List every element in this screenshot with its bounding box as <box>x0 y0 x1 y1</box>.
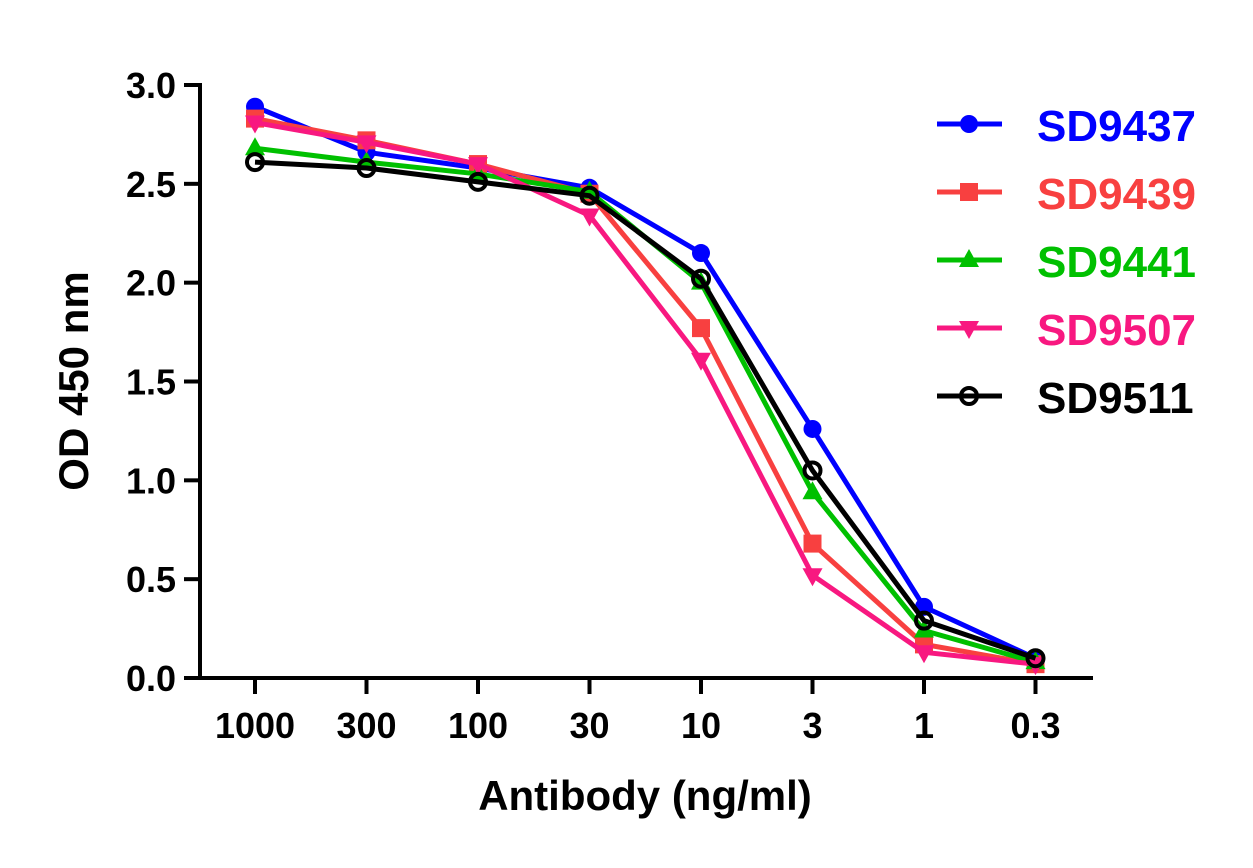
x-axis-label: Antibody (ng/ml) <box>478 772 812 819</box>
data-point <box>691 352 711 371</box>
legend-item: SD9441 <box>937 238 1196 287</box>
series-line <box>254 120 1036 667</box>
y-tick-label: 3.0 <box>126 65 176 106</box>
data-point <box>803 534 822 553</box>
x-tick-label: 3 <box>802 705 822 746</box>
x-tick-label: 1000 <box>215 705 295 746</box>
x-tick-label: 300 <box>336 705 396 746</box>
series-line <box>254 145 1037 665</box>
data-point <box>802 481 823 500</box>
legend-label: SD9437 <box>1037 102 1196 151</box>
series-line <box>254 159 1037 661</box>
y-tick-label: 2.5 <box>126 164 176 205</box>
y-tick-label: 0.0 <box>126 658 176 699</box>
data-point <box>356 158 377 179</box>
data-point <box>245 115 265 134</box>
series-line <box>254 116 1036 667</box>
data-point <box>579 185 600 206</box>
data-point <box>692 244 710 263</box>
legend-item: SD9437 <box>937 102 1196 151</box>
legend-item: SD9439 <box>937 170 1196 219</box>
data-point <box>803 419 822 438</box>
data-point <box>959 321 979 339</box>
data-point <box>802 460 823 481</box>
data-point <box>960 115 978 133</box>
axes: 0.0 0.5 1.0 1.5 2.0 2.5 3.0 1000 300 100 30 10 3 1 0.3 <box>126 65 1093 746</box>
data-point <box>959 386 979 406</box>
data-point <box>245 137 265 156</box>
series-line <box>254 104 1037 661</box>
data-point <box>245 152 265 173</box>
legend: SD9437 SD9439 SD9441 SD9507 SD9511 <box>937 102 1196 423</box>
data-point <box>960 183 978 201</box>
series-SD9511 <box>245 152 1046 669</box>
data-point <box>468 171 488 192</box>
data-point <box>914 645 934 664</box>
data-point <box>692 319 710 338</box>
data-point <box>691 268 711 289</box>
legend-label: SD9441 <box>1037 238 1196 287</box>
series-group <box>245 97 1046 676</box>
series-SD9507 <box>245 115 1046 676</box>
data-point <box>959 249 979 267</box>
series-SD9437 <box>246 97 1045 668</box>
x-tick-label: 1 <box>914 705 934 746</box>
y-axis-label: OD 450 nm <box>50 271 97 490</box>
data-point <box>356 135 377 154</box>
x-tick-label: 0.3 <box>1010 705 1060 746</box>
y-tick-label: 2.0 <box>126 263 176 304</box>
legend-label: SD9439 <box>1037 170 1196 219</box>
data-point <box>468 157 488 176</box>
data-point <box>1025 648 1046 669</box>
y-tick-label: 1.0 <box>126 460 176 501</box>
data-point <box>802 568 823 587</box>
data-point <box>914 610 934 631</box>
series-SD9441 <box>245 137 1046 670</box>
x-tick-label: 100 <box>448 705 508 746</box>
x-tick-label: 30 <box>569 705 609 746</box>
y-tick-label: 1.5 <box>126 362 176 403</box>
data-point <box>579 208 600 227</box>
y-tick-label: 0.5 <box>126 559 176 600</box>
legend-item: SD9507 <box>937 306 1196 355</box>
legend-label: SD9507 <box>1037 306 1196 355</box>
x-tick-label: 10 <box>681 705 721 746</box>
legend-label: SD9511 <box>1037 374 1194 423</box>
series-SD9439 <box>246 109 1045 674</box>
legend-item: SD9511 <box>937 374 1194 423</box>
